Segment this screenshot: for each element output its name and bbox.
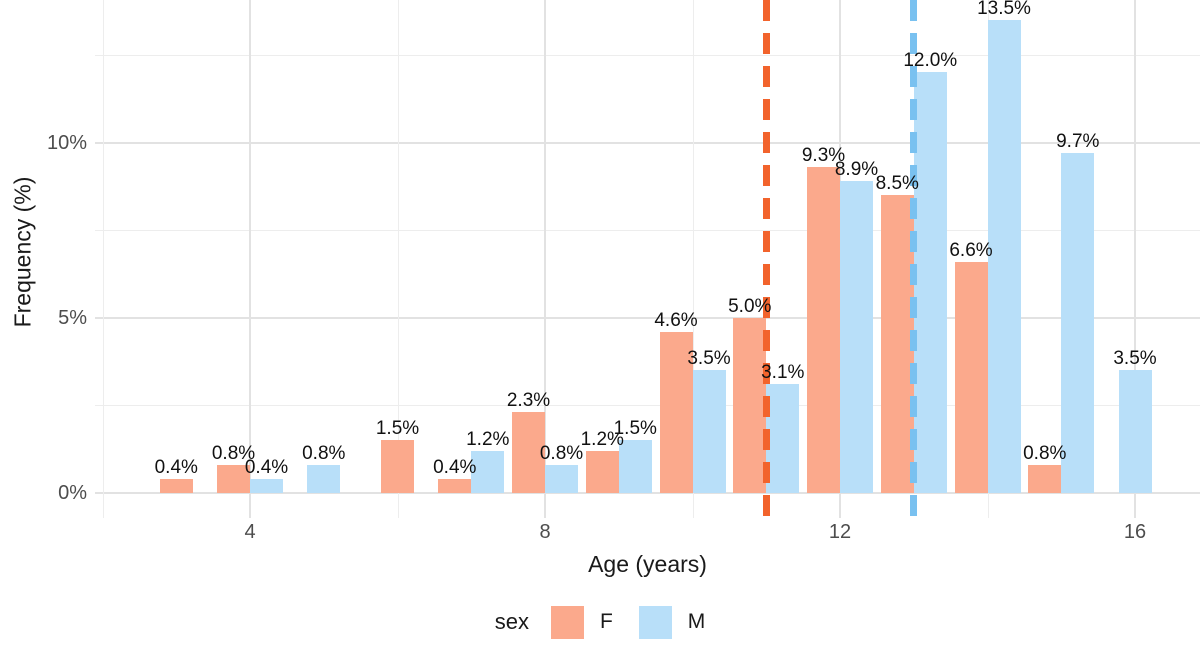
bar-value-label: 3.5% bbox=[1113, 348, 1157, 370]
gridline-horizontal-major bbox=[95, 141, 1200, 144]
bar-value-label: 13.5% bbox=[977, 0, 1031, 19]
bar-value-label: 2.3% bbox=[506, 390, 551, 412]
x-tick-label: 12 bbox=[828, 521, 852, 543]
bar-f-age-7 bbox=[438, 478, 472, 493]
bar-f-age-12 bbox=[807, 167, 840, 493]
bar-m-age-5 bbox=[307, 464, 341, 493]
bar-f-age-14 bbox=[954, 261, 988, 493]
x-tick-label: 8 bbox=[539, 521, 551, 543]
bar-m-age-4 bbox=[250, 478, 283, 493]
bar-value-label: 8.9% bbox=[834, 159, 879, 181]
legend-swatch-m bbox=[638, 605, 672, 639]
mean-line-m bbox=[910, 0, 918, 518]
gridline-vertical-major bbox=[1134, 0, 1136, 518]
gridline-horizontal-minor bbox=[95, 54, 1200, 56]
bar-m-age-13 bbox=[913, 72, 947, 493]
bar-value-label: 0.8% bbox=[302, 442, 346, 464]
bar-f-age-4 bbox=[217, 464, 250, 493]
bar-m-age-16 bbox=[1118, 370, 1152, 493]
bar-m-age-8 bbox=[545, 464, 578, 493]
bar-value-label: 4.6% bbox=[654, 309, 698, 331]
bar-m-age-11 bbox=[766, 384, 800, 493]
bar-value-label: 0.4% bbox=[154, 456, 198, 478]
plot-panel: 0.4% 0.8% 1.5% 0.4% 2.3% 1.2% 4.6% 5.0% 9.3% 8.5%… bbox=[95, 0, 1200, 518]
gridline-horizontal-major bbox=[95, 316, 1200, 319]
bar-value-label: 1.2% bbox=[466, 428, 510, 450]
bar-m-age-12 bbox=[840, 181, 873, 493]
bar-value-label: 12.0% bbox=[903, 50, 958, 72]
bar-f-age-3 bbox=[159, 478, 193, 493]
bar-m-age-14 bbox=[987, 19, 1021, 493]
x-tick-label: 16 bbox=[1123, 521, 1147, 543]
legend-swatch-f bbox=[550, 605, 584, 639]
bar-m-age-15 bbox=[1061, 153, 1095, 493]
bar-f-age-6 bbox=[381, 440, 414, 493]
gridline-vertical-minor bbox=[397, 0, 399, 518]
bar-f-age-15 bbox=[1028, 464, 1062, 493]
bar-value-label: 3.5% bbox=[687, 348, 731, 370]
gridline-vertical-major bbox=[544, 0, 546, 518]
bar-f-age-13 bbox=[880, 195, 914, 493]
y-tick-label: 5% bbox=[58, 306, 87, 329]
bar-value-label: 0.8% bbox=[1023, 442, 1067, 464]
x-axis-title: Age (years) bbox=[588, 551, 707, 577]
bar-value-label: 9.3% bbox=[801, 145, 846, 167]
y-axis-title: Frequency (%) bbox=[9, 176, 36, 328]
bar-value-label: 6.6% bbox=[949, 239, 993, 261]
bar-m-age-10 bbox=[692, 370, 726, 493]
legend-label-m: M bbox=[687, 610, 706, 633]
bar-value-label: 1.2% bbox=[580, 428, 624, 450]
legend: sex F M bbox=[0, 603, 1200, 641]
gridline-horizontal-minor bbox=[95, 230, 1200, 232]
gridline-horizontal-major bbox=[95, 492, 1200, 494]
bar-value-label: 3.1% bbox=[761, 362, 805, 384]
bar-m-age-9 bbox=[618, 440, 652, 493]
bar-value-label: 0.4% bbox=[244, 456, 289, 478]
gridline-vertical-minor bbox=[692, 0, 694, 518]
bar-f-age-8 bbox=[512, 412, 545, 493]
bar-f-age-10 bbox=[659, 331, 693, 493]
bar-value-label: 0.4% bbox=[433, 456, 477, 478]
y-tick-label: 10% bbox=[46, 131, 87, 154]
gridline-vertical-major bbox=[249, 0, 251, 518]
bar-value-label: 1.5% bbox=[613, 418, 657, 440]
legend-title: sex bbox=[494, 609, 529, 634]
bar-value-label: 5.0% bbox=[728, 295, 772, 317]
legend-label-f: F bbox=[599, 610, 613, 633]
y-tick-label: 0% bbox=[58, 482, 87, 504]
gridline-horizontal-minor bbox=[95, 405, 1200, 407]
bar-value-label: 0.8% bbox=[211, 442, 256, 464]
bar-f-age-9 bbox=[585, 450, 619, 493]
bar-value-label: 0.8% bbox=[539, 442, 584, 464]
bar-f-age-11 bbox=[733, 317, 767, 493]
gridline-vertical-minor bbox=[102, 0, 104, 518]
mean-line-f bbox=[762, 0, 770, 518]
bar-value-label: 8.5% bbox=[875, 173, 919, 195]
bar-m-age-7 bbox=[471, 450, 505, 493]
bar-value-label: 9.7% bbox=[1056, 131, 1100, 152]
x-tick-label: 4 bbox=[244, 521, 256, 543]
bar-value-label: 1.5% bbox=[375, 418, 420, 440]
